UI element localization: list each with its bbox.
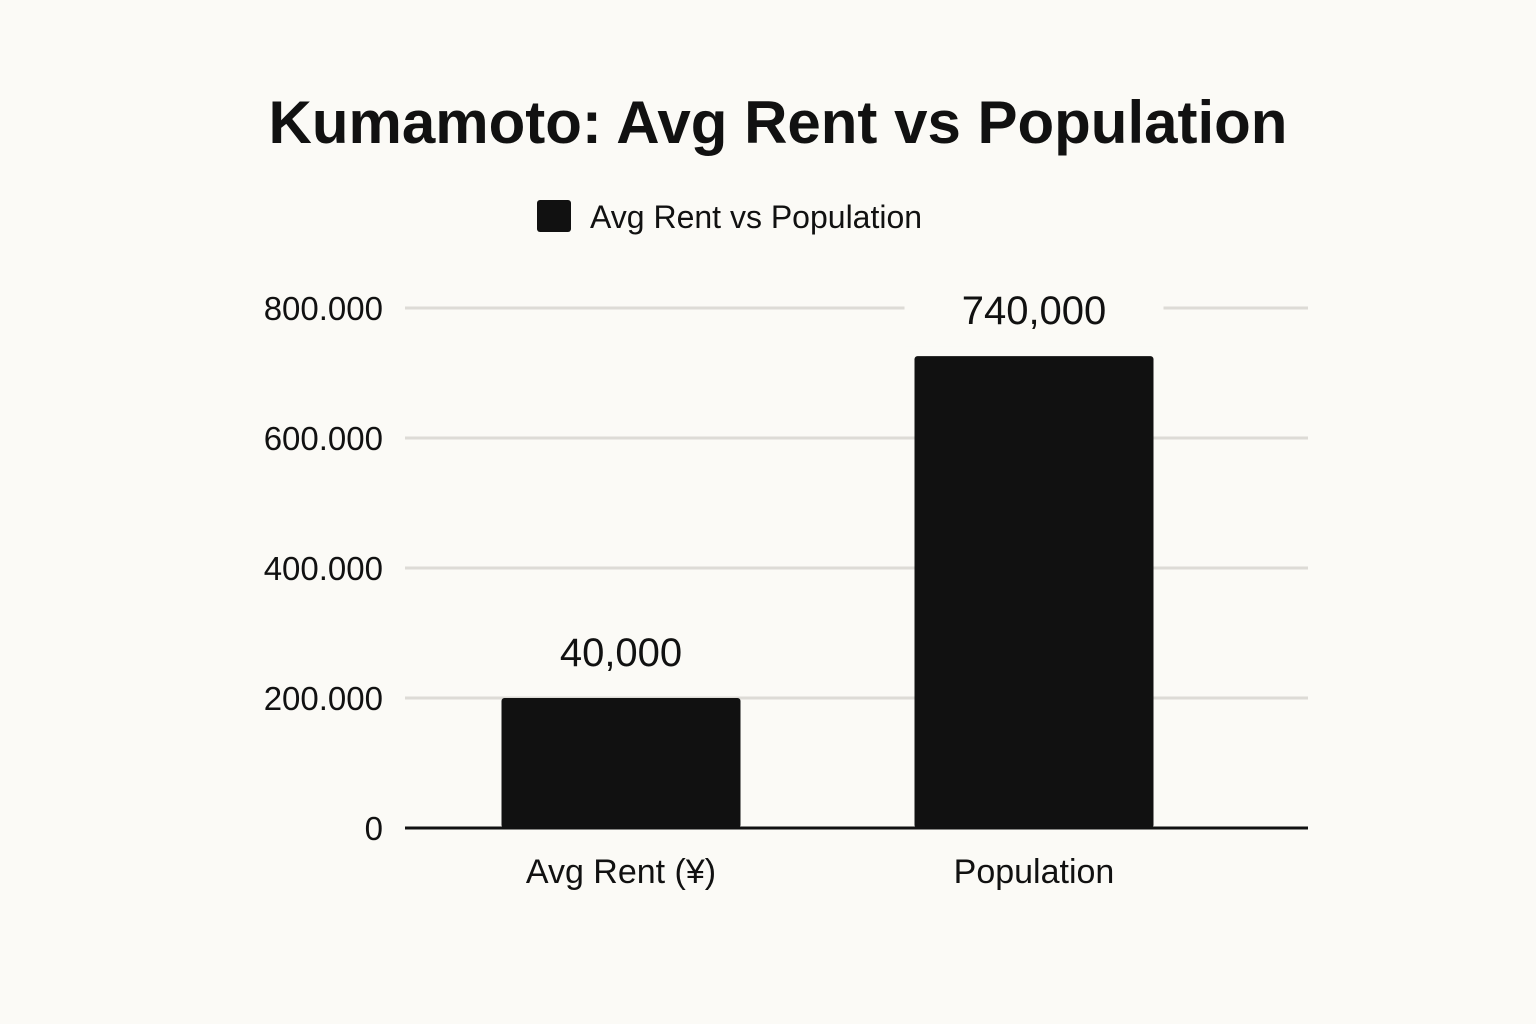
x-tick-label: Population xyxy=(954,853,1115,891)
y-tick-label: 600.000 xyxy=(264,420,383,457)
legend-label: Avg Rent vs Population xyxy=(590,199,922,235)
y-tick-label: 800.000 xyxy=(264,290,383,327)
y-tick-label: 0 xyxy=(365,810,383,847)
label-background xyxy=(904,296,1164,347)
bar xyxy=(914,356,1154,828)
x-tick-label: Avg Rent (¥) xyxy=(526,853,716,891)
legend-swatch xyxy=(537,200,571,232)
label-background xyxy=(491,638,751,688)
data-label: 740,000 xyxy=(962,289,1107,333)
legend: Avg Rent vs Population xyxy=(537,199,922,235)
chart-title: Kumamoto: Avg Rent vs Population xyxy=(269,89,1288,156)
data-label: 40,000 xyxy=(560,631,682,675)
bar xyxy=(501,698,741,828)
y-tick-label: 400.000 xyxy=(264,550,383,587)
y-tick-label: 200.000 xyxy=(264,680,383,717)
